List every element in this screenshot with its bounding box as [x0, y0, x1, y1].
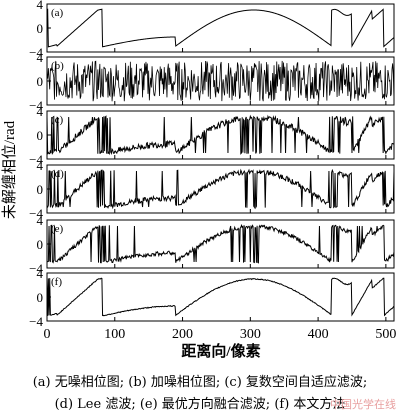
- panel-frame: [46, 272, 395, 322]
- x-tick-label: 100: [104, 327, 125, 342]
- y-tick-label: 0: [37, 182, 44, 197]
- x-axis-label: 距离向/像素: [181, 342, 260, 360]
- y-tick-label: 0: [37, 290, 44, 305]
- panels: −404(a)−404(b)−404(c)−404(d)−404(e)−4040…: [29, 0, 396, 342]
- caption-line-2: (d) Lee 滤波; (e) 最优方向融合滤波; (f) 本文方法: [54, 397, 346, 412]
- x-tick-label: 500: [375, 327, 396, 342]
- watermark: 中国光学在线: [330, 398, 396, 411]
- panel-frame: [46, 3, 395, 53]
- y-tick-label: 0: [37, 74, 44, 89]
- x-tick-label: 0: [44, 327, 51, 342]
- y-axis-label: 未解缠相位/rad: [0, 120, 18, 219]
- y-tick-label: −4: [29, 206, 43, 221]
- y-tick-label: 0: [37, 21, 44, 36]
- y-tick-label: −4: [29, 152, 43, 167]
- series-line: [46, 168, 395, 210]
- y-tick-label: 4: [37, 158, 44, 173]
- y-tick-label: −4: [29, 45, 43, 60]
- panel-label: (b): [51, 60, 64, 72]
- series-line: [46, 114, 395, 156]
- panel-label: (e): [51, 223, 64, 235]
- y-tick-label: 4: [37, 213, 44, 228]
- series-line: [46, 277, 395, 317]
- y-tick-label: 0: [37, 128, 44, 143]
- x-tick-label: 200: [172, 327, 193, 342]
- panel-5: −4 0 4 (e): [29, 213, 395, 276]
- series-line: [46, 60, 395, 102]
- series-line: [46, 8, 395, 48]
- panel-label: (a): [51, 7, 64, 19]
- y-tick-label: 4: [37, 50, 44, 65]
- panel-label: (f): [51, 276, 62, 288]
- y-tick-label: 4: [37, 104, 44, 119]
- series-line: [46, 223, 395, 264]
- y-tick-label: 4: [37, 0, 44, 12]
- y-tick-label: −4: [29, 314, 43, 329]
- caption-line-1: (a) 无噪相位图; (b) 加噪相位图; (c) 复数空间自适应滤波;: [32, 375, 368, 390]
- panel-3: −404(c): [29, 104, 395, 167]
- panel-1: −4 0 4 (a): [29, 0, 395, 60]
- y-tick-label: −4: [29, 261, 43, 276]
- y-tick-label: −4: [29, 98, 43, 113]
- panel-4: −404(d): [29, 158, 395, 221]
- panel-2: −4 0 4 (b): [29, 50, 395, 113]
- x-tick-label: 400: [308, 327, 329, 342]
- y-tick-label: 0: [37, 237, 44, 252]
- y-tick-label: 4: [37, 266, 44, 281]
- x-tick-label: 300: [240, 327, 261, 342]
